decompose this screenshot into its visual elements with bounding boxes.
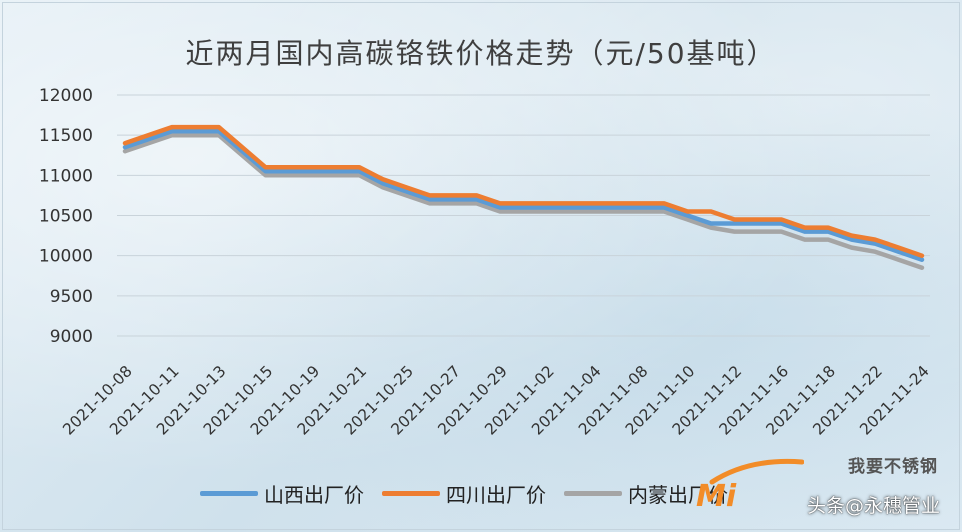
legend-swatch-sichuan — [382, 491, 440, 496]
watermark: Mi 我要不锈钢 头条@永穗管业 — [694, 450, 944, 520]
y-tick-label: 11500 — [39, 126, 93, 146]
series-lines — [122, 124, 925, 270]
series-line-shanxi — [122, 128, 925, 262]
gridlines — [117, 94, 930, 337]
y-tick-label: 9000 — [50, 327, 93, 347]
y-tick-label: 11000 — [39, 166, 93, 186]
chart-title: 近两月国内高碳铬铁价格走势（元/50基吨） — [185, 37, 777, 70]
svg-text:Mi: Mi — [696, 479, 737, 512]
watermark-logo-icon: Mi — [696, 458, 804, 512]
legend-item-neimeng: 内蒙出厂价 — [564, 479, 728, 508]
x-axis-ticks: 2021-10-082021-10-112021-10-132021-10-15… — [59, 362, 932, 438]
y-tick-label: 10500 — [39, 207, 93, 227]
watermark-credit: 头条@永穗管业 — [806, 495, 940, 517]
legend-label-shanxi: 山西出厂价 — [264, 483, 364, 507]
y-axis-ticks: 12000 11500 11000 10500 10000 9500 9000 — [39, 86, 93, 347]
legend-label-sichuan: 四川出厂价 — [446, 483, 546, 507]
legend-item-shanxi: 山西出厂价 — [200, 479, 364, 508]
legend-item-sichuan: 四川出厂价 — [382, 479, 546, 508]
series-line-neimeng — [122, 132, 925, 270]
legend: 山西出厂价 四川出厂价 内蒙出厂价 — [200, 479, 728, 508]
watermark-brand: 我要不锈钢 — [848, 457, 938, 477]
y-tick-label: 9500 — [50, 287, 93, 307]
legend-label-neimeng: 内蒙出厂价 — [628, 483, 728, 507]
legend-swatch-neimeng — [564, 491, 622, 496]
y-tick-label: 12000 — [39, 86, 93, 106]
legend-swatch-shanxi — [200, 491, 258, 496]
series-line-sichuan — [122, 124, 925, 258]
y-tick-label: 10000 — [39, 247, 93, 267]
